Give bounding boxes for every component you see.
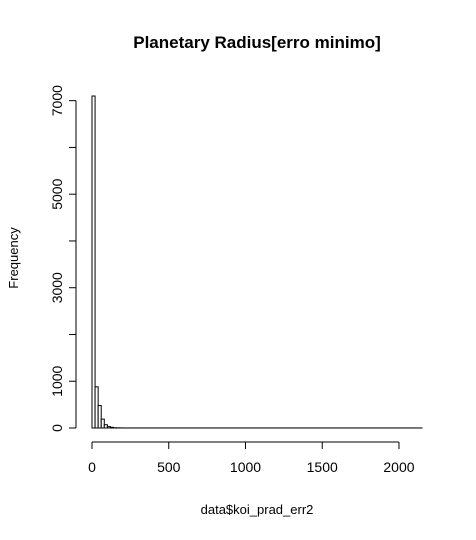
- y-tick-label-1: 1000: [49, 365, 65, 396]
- y-axis-label: Frequency: [6, 227, 21, 289]
- chart-title: Planetary Radius[erro minimo]: [133, 33, 381, 52]
- x-tick-label-3: 1500: [307, 459, 338, 475]
- y-tick-label-0: 0: [49, 424, 65, 432]
- x-tick-label-2: 1000: [230, 459, 261, 475]
- y-tick-label-7: 7000: [49, 85, 65, 116]
- y-tick-label-3: 3000: [49, 272, 65, 303]
- x-tick-label-1: 500: [157, 459, 181, 475]
- histogram-bar-2: [97, 405, 102, 429]
- y-axis-ticks: 0 1000 3000 5000 7000: [49, 85, 76, 432]
- histogram-bars: [91, 95, 423, 429]
- x-tick-label-0: 0: [88, 459, 96, 475]
- x-axis-label: data$koi_prad_err2: [201, 502, 314, 517]
- histogram-bar-3: [100, 418, 105, 429]
- y-tick-label-5: 5000: [49, 178, 65, 209]
- x-tick-label-4: 2000: [383, 459, 414, 475]
- x-axis-ticks: 0 500 1000 1500 2000: [88, 442, 415, 475]
- histogram-bar-0: [91, 95, 96, 429]
